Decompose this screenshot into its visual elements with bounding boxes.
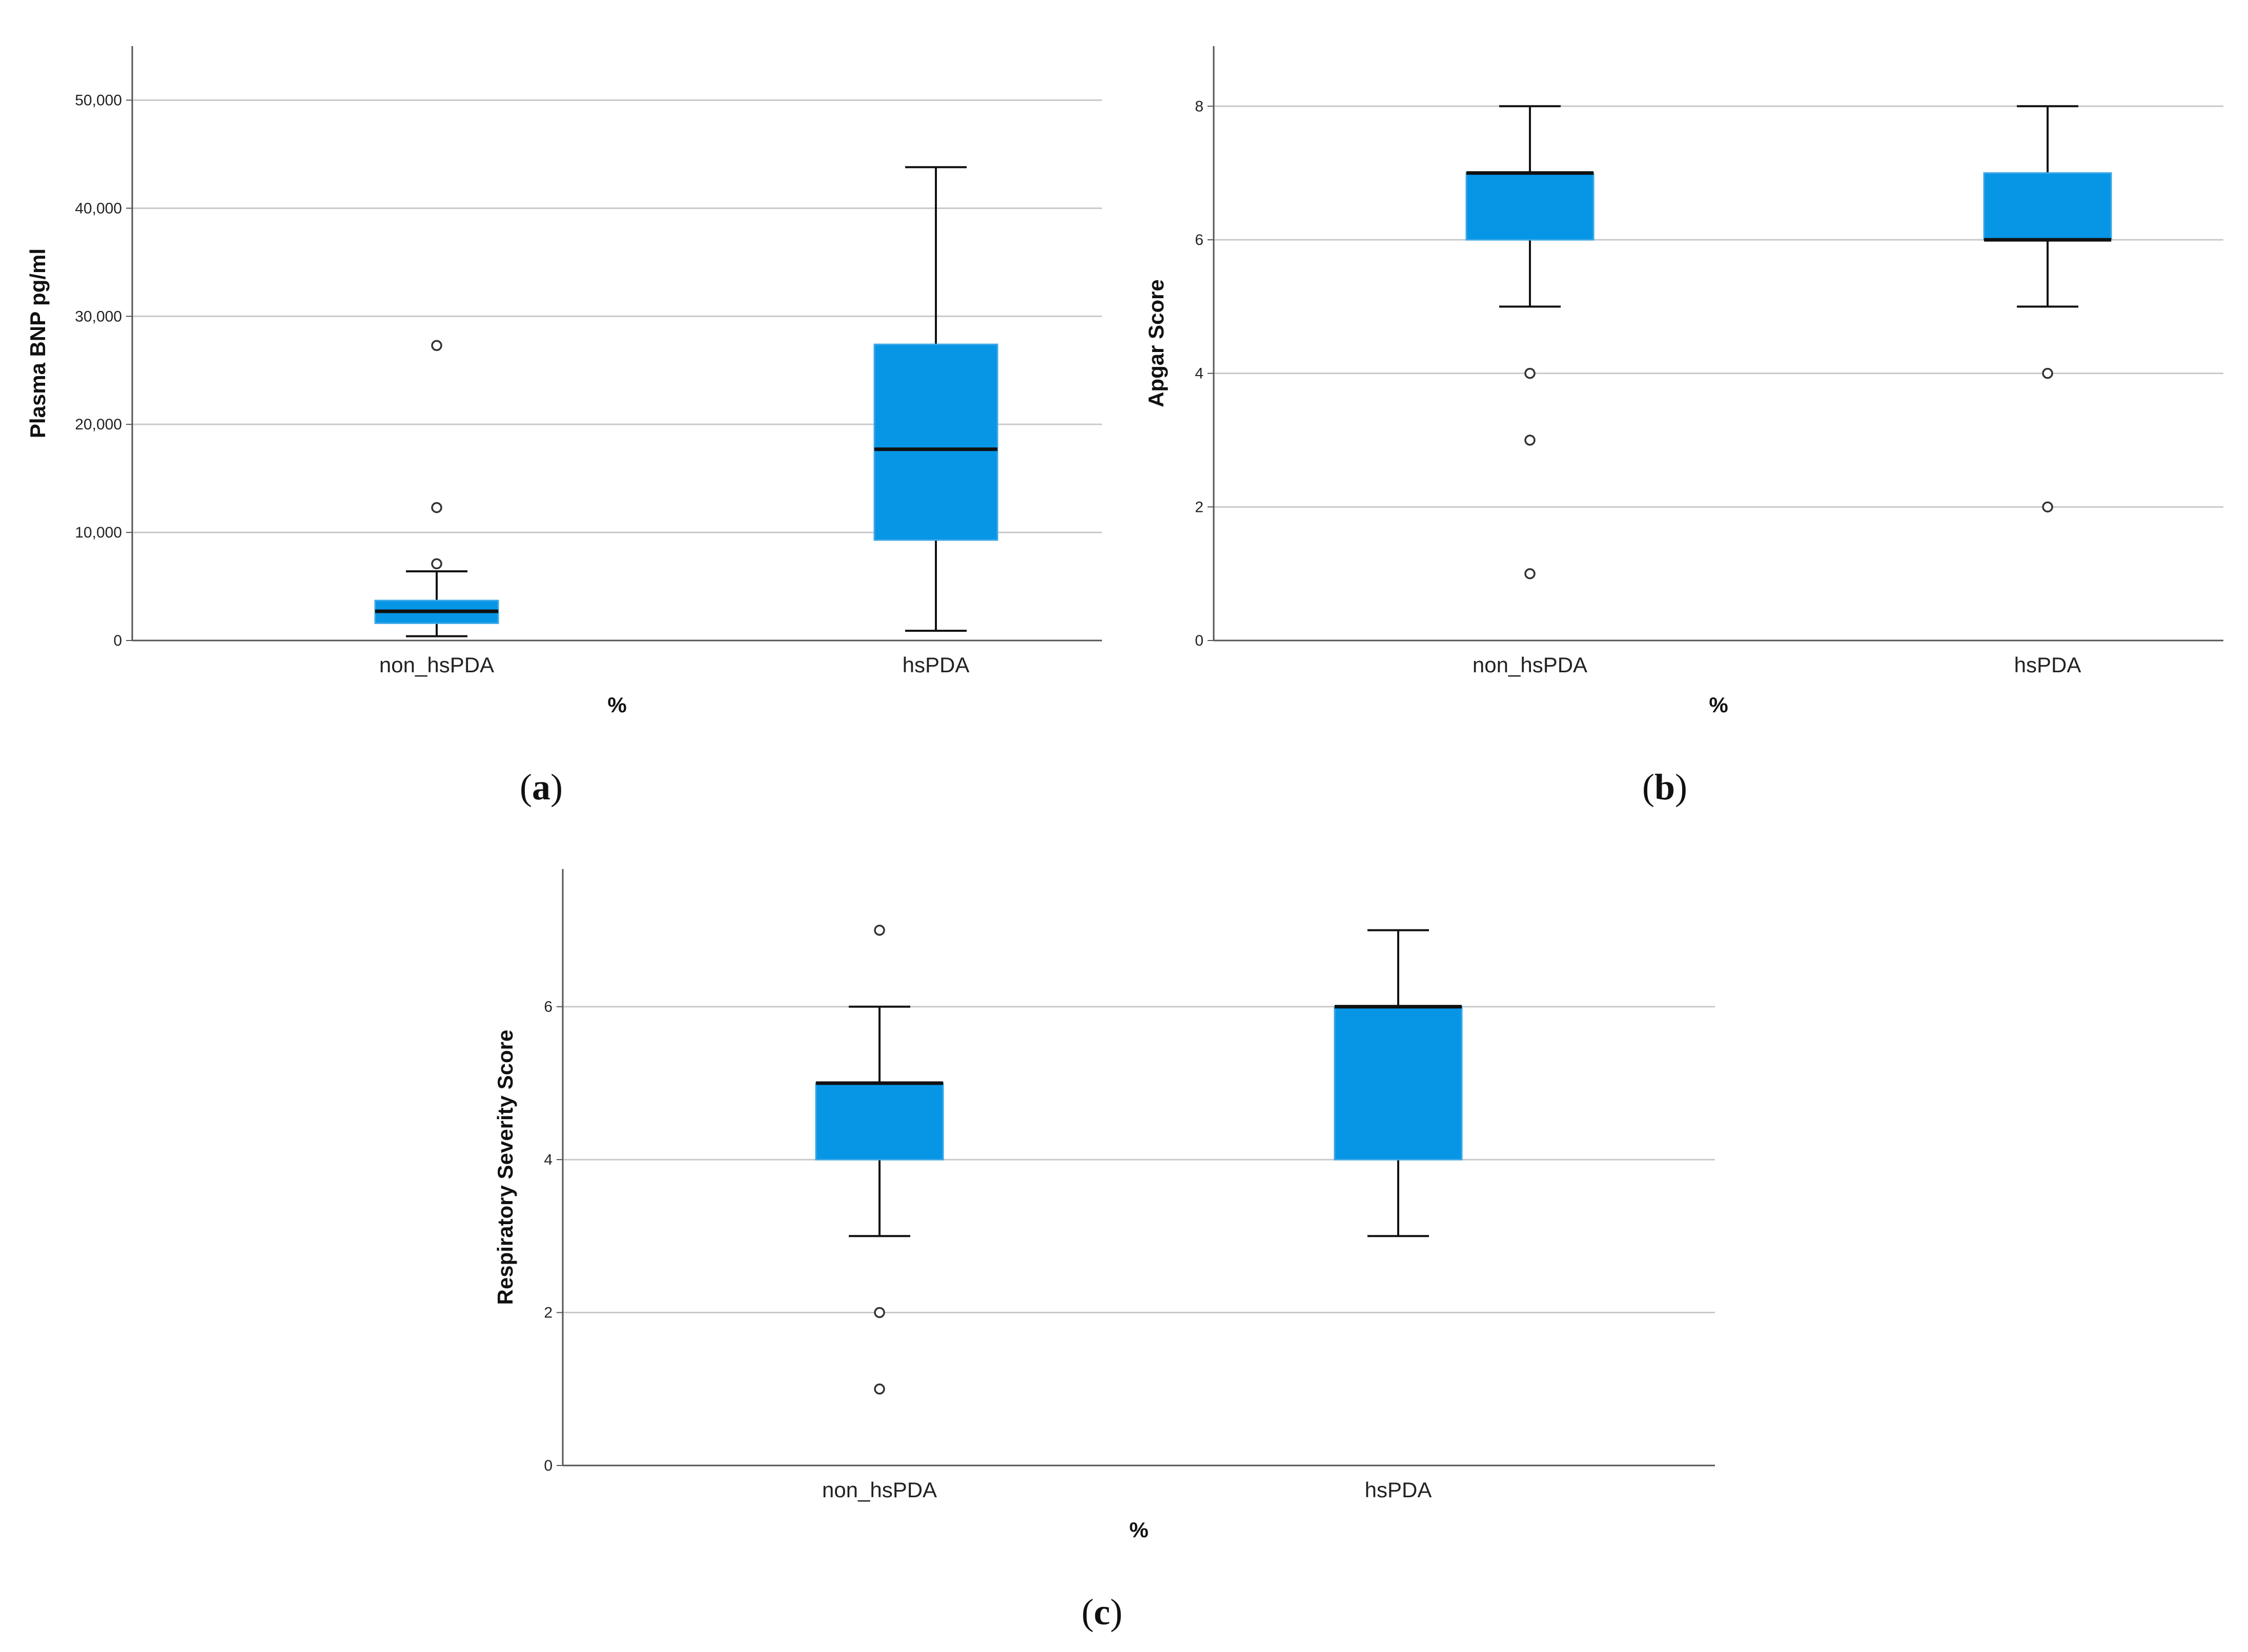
x-category-label: hsPDA xyxy=(903,653,970,677)
outlier-point xyxy=(2042,367,2053,379)
y-tick-label: 10,000 xyxy=(75,524,122,541)
y-tick-label: 2 xyxy=(1195,499,1203,515)
x-category-label: non_hsPDA xyxy=(379,653,494,677)
y-tick-label: 6 xyxy=(1195,232,1203,249)
iqr-box xyxy=(873,343,998,541)
y-tick-label: 4 xyxy=(1195,365,1203,382)
panel-b: 0 2 4 6 8 non_hsPDA hsPDA Apgar Score% (b) xyxy=(1144,46,2223,808)
panel-label: (b) xyxy=(1642,767,1687,808)
x-category-label: hsPDA xyxy=(1365,1478,1432,1502)
y-tick-label: 8 xyxy=(1195,98,1203,115)
x-axis-title: % xyxy=(1129,1518,1148,1542)
panel-letter: b xyxy=(1654,767,1675,808)
y-tick-label: 4 xyxy=(544,1151,553,1168)
x-category-label: hsPDA xyxy=(2014,653,2081,677)
panel-a: 0 10,000 20,000 30,000 40,000 50,000 non_hsPDA… xyxy=(26,46,1102,808)
y-tick-label: 20,000 xyxy=(75,416,122,433)
x-category-label: non_hsPDA xyxy=(1473,653,1587,677)
outlier-point xyxy=(1524,568,1536,580)
outlier-point xyxy=(2042,501,2053,513)
box-non_hsPDA: non_hsPDA xyxy=(374,340,499,677)
box-hsPDA: hsPDA xyxy=(1334,929,1463,1502)
y-tick-label: 0 xyxy=(544,1457,553,1474)
y-tick-label: 30,000 xyxy=(75,308,122,325)
x-axis-title: % xyxy=(1709,693,1728,717)
box-non_hsPDA: non_hsPDA xyxy=(815,924,944,1502)
outlier-point xyxy=(1524,435,1536,446)
y-tick-label: 2 xyxy=(544,1305,553,1321)
outlier-point xyxy=(874,1383,885,1395)
panel-c: 0 2 4 6 non_hsPDA hsPDA Respiratory Severity S… xyxy=(493,869,1715,1633)
box-hsPDA: hsPDA xyxy=(873,166,998,677)
x-category-label: non_hsPDA xyxy=(822,1478,937,1502)
outlier-point xyxy=(874,924,885,936)
iqr-box xyxy=(1983,172,2112,241)
iqr-box xyxy=(1465,172,1595,241)
panel-letter: a xyxy=(532,767,550,808)
iqr-box xyxy=(1334,1006,1463,1161)
outlier-point xyxy=(431,502,442,513)
outlier-point xyxy=(431,340,442,351)
panel-label: (a) xyxy=(520,767,563,808)
outlier-point xyxy=(874,1307,885,1318)
y-axis-title: Apgar Score xyxy=(1144,279,1168,407)
outlier-point xyxy=(1524,367,1536,379)
panel-letter: c xyxy=(1094,1592,1110,1633)
y-axis-title: Plasma BNP pg/ml xyxy=(26,249,50,438)
y-tick-label: 0 xyxy=(113,632,122,649)
y-tick-label: 6 xyxy=(544,999,553,1016)
box-non_hsPDA: non_hsPDA xyxy=(1465,105,1595,677)
panel-label: (c) xyxy=(1081,1592,1122,1633)
y-tick-label: 50,000 xyxy=(75,92,122,109)
y-axis-title: Respiratory Severity Score xyxy=(493,1030,517,1305)
x-axis-title: % xyxy=(607,693,626,717)
outlier-point xyxy=(431,558,442,570)
box-hsPDA: hsPDA xyxy=(1983,105,2112,677)
iqr-box xyxy=(815,1082,944,1161)
y-tick-label: 40,000 xyxy=(75,200,122,217)
y-tick-label: 0 xyxy=(1195,632,1203,649)
